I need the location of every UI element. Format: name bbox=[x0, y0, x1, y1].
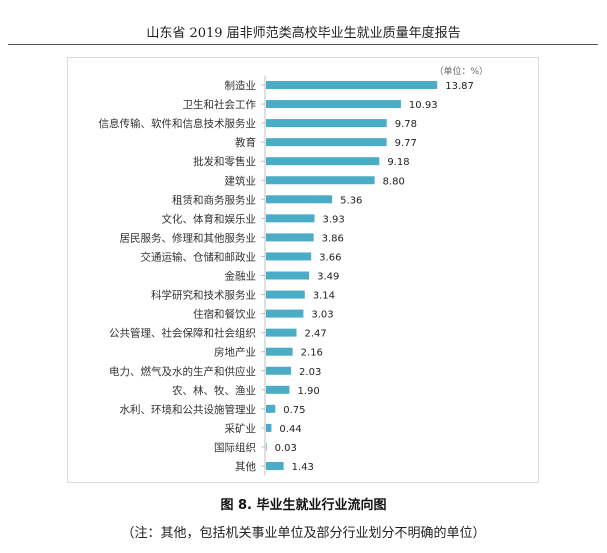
category-label: 批发和零售业 bbox=[193, 155, 256, 168]
bar bbox=[266, 423, 272, 432]
value-label: 13.87 bbox=[445, 81, 474, 92]
value-label: 1.43 bbox=[292, 462, 314, 473]
bar bbox=[266, 157, 380, 166]
bar bbox=[266, 366, 292, 375]
bar bbox=[266, 214, 315, 223]
bar bbox=[266, 328, 297, 337]
category-label: 金融业 bbox=[225, 270, 257, 283]
figure-caption: 图 8. 毕业生就业行业流向图 bbox=[220, 498, 387, 513]
category-label: 房地产业 bbox=[214, 346, 256, 359]
bar bbox=[266, 81, 438, 89]
category-label: 居民服务、修理和其他服务业 bbox=[120, 231, 257, 244]
value-label: 5.36 bbox=[340, 195, 362, 206]
category-label: 租赁和商务服务业 bbox=[172, 193, 256, 206]
bar bbox=[266, 233, 314, 242]
value-label: 2.16 bbox=[301, 348, 323, 359]
category-label: 文化、体育和娱乐业 bbox=[162, 212, 257, 225]
category-label: 卫生和社会工作 bbox=[183, 98, 257, 111]
value-label: 9.18 bbox=[387, 157, 409, 168]
value-label: 3.14 bbox=[313, 291, 335, 302]
category-label: 电力、燃气及水的生产和供应业 bbox=[109, 365, 256, 378]
value-label: 2.47 bbox=[304, 329, 326, 340]
bar bbox=[266, 404, 276, 413]
category-label: 其他 bbox=[235, 460, 256, 473]
value-label: 0.75 bbox=[283, 405, 305, 416]
category-label: 国际组织 bbox=[214, 441, 256, 454]
bar bbox=[266, 309, 304, 318]
bar-chart: 制造业 13.87 卫生和社会工作 10.93 信息传输、软件和信息技术服务业 9.78 教… bbox=[99, 75, 474, 476]
bar bbox=[266, 138, 387, 147]
value-label: 10.93 bbox=[409, 100, 438, 111]
value-label: 2.03 bbox=[299, 367, 321, 378]
bar bbox=[266, 100, 401, 109]
category-label: 教育 bbox=[235, 136, 256, 149]
value-label: 0.03 bbox=[275, 443, 297, 454]
value-label: 3.86 bbox=[322, 233, 344, 244]
unit-label: （单位：%） bbox=[434, 67, 488, 77]
chart-frame: （单位：%） 制造业 13.87 卫生和社会工作 10.93 信息传输、软件和信息技术服… bbox=[67, 57, 539, 483]
category-label: 制造业 bbox=[225, 79, 257, 92]
bar bbox=[266, 176, 375, 185]
category-label: 住宿和餐饮业 bbox=[193, 308, 256, 321]
category-label: 农、林、牧、渔业 bbox=[172, 384, 256, 397]
bar bbox=[266, 347, 293, 356]
value-label: 1.90 bbox=[297, 386, 319, 397]
bar bbox=[266, 385, 290, 394]
category-label: 建筑业 bbox=[225, 174, 257, 187]
report-header-title: 山东省 2019 届非师范类高校毕业生就业质量年度报告 bbox=[146, 26, 461, 41]
value-label: 3.49 bbox=[317, 272, 339, 283]
category-label: 科学研究和技术服务业 bbox=[151, 289, 256, 302]
bar bbox=[266, 271, 310, 280]
value-label: 0.44 bbox=[279, 424, 301, 435]
bar bbox=[266, 252, 312, 261]
value-label: 3.03 bbox=[311, 310, 333, 321]
figure-note: （注：其他，包括机关事业单位及部分行业划分不明确的单位） bbox=[121, 526, 486, 541]
category-label: 公共管理、社会保障和社会组织 bbox=[109, 327, 256, 340]
value-label: 9.77 bbox=[395, 138, 417, 149]
bar bbox=[266, 195, 333, 204]
bar bbox=[266, 462, 284, 470]
bar bbox=[266, 119, 387, 128]
bar bbox=[266, 290, 305, 299]
bar bbox=[266, 442, 267, 451]
value-label: 8.80 bbox=[383, 176, 405, 187]
category-label: 采矿业 bbox=[225, 422, 257, 435]
category-label: 信息传输、软件和信息技术服务业 bbox=[99, 117, 257, 130]
value-label: 3.66 bbox=[319, 252, 341, 263]
value-label: 3.93 bbox=[323, 214, 345, 225]
header-divider bbox=[8, 44, 598, 45]
category-label: 交通运输、仓储和邮政业 bbox=[141, 250, 257, 263]
value-label: 9.78 bbox=[395, 119, 417, 130]
category-label: 水利、环境和公共设施管理业 bbox=[120, 403, 257, 416]
